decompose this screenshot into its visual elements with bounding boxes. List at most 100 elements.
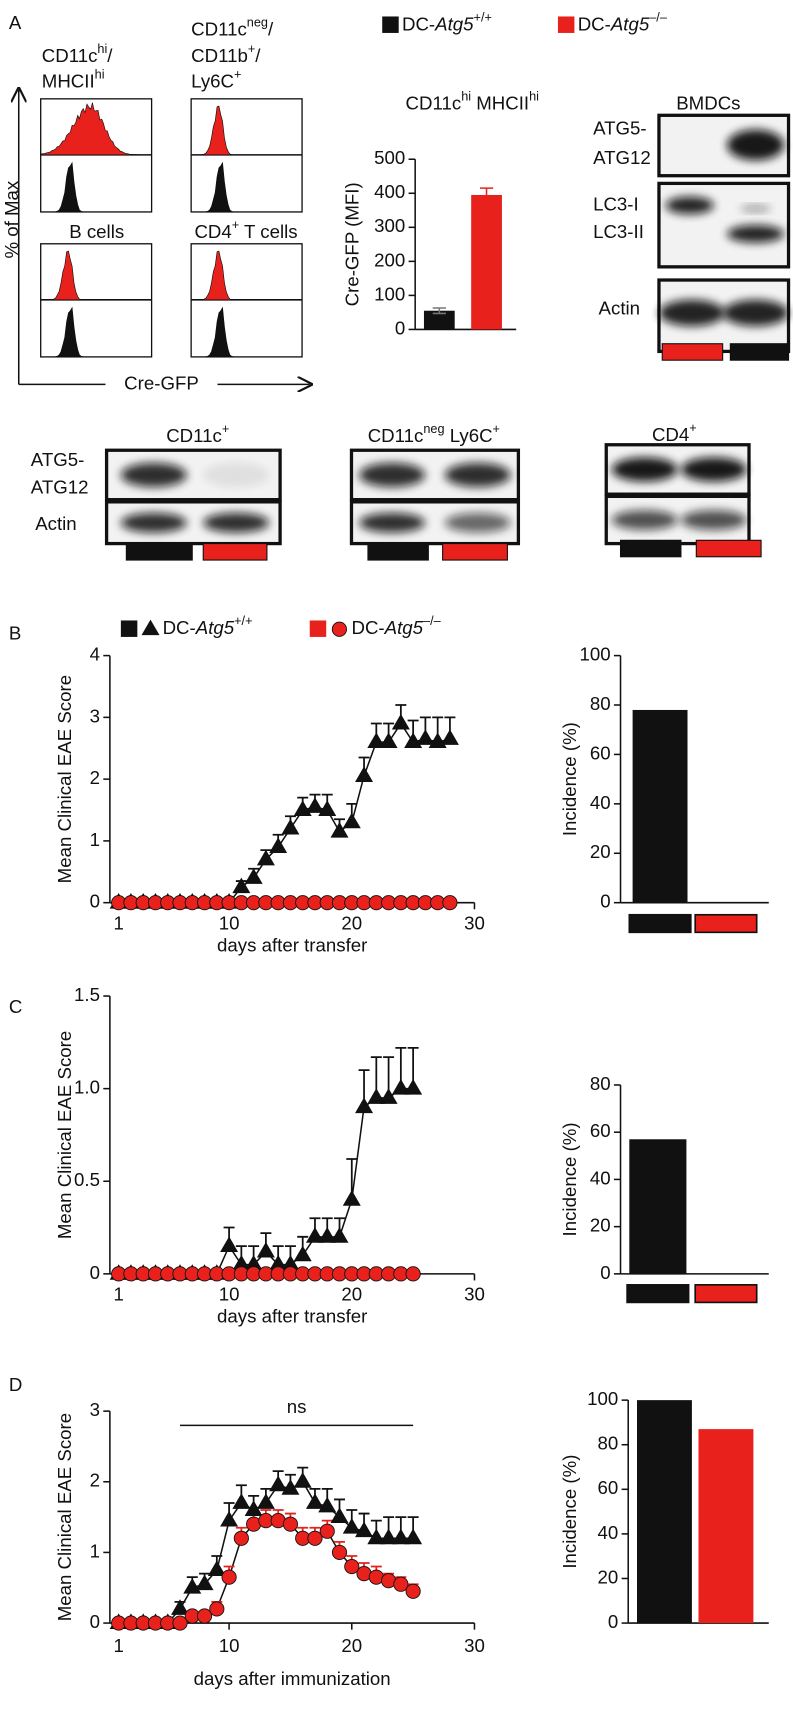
data-point [330, 821, 349, 838]
text-segment: + [248, 42, 255, 56]
blot-label: LC3-II [593, 221, 644, 242]
text-segment: CD11c [166, 425, 222, 446]
blot-band [611, 457, 678, 482]
data-point [344, 1558, 360, 1575]
y-tick-label: 0 [600, 891, 610, 912]
text-segment: + [234, 68, 241, 82]
data-point [440, 729, 459, 745]
histogram [40, 102, 152, 156]
blot-title: CD4+ [652, 421, 697, 445]
text-segment: Atg5 [434, 13, 474, 34]
panel-letter: C [9, 996, 22, 1017]
lane-marker [202, 543, 268, 561]
data-point [379, 1088, 398, 1104]
data-point [405, 1266, 421, 1282]
x-tick-label: 10 [219, 913, 240, 934]
text-segment: hi [461, 90, 471, 104]
text-segment: neg [423, 422, 444, 436]
blot-title: BMDCs [676, 92, 740, 113]
population-label: CD11cneg/ [191, 16, 274, 40]
blot-band [680, 457, 747, 482]
text-segment: neg [247, 16, 268, 30]
x-axis-label: days after transfer [217, 1306, 367, 1327]
y-tick-label: 0 [90, 891, 100, 912]
histogram [40, 250, 152, 301]
data-point [256, 1241, 275, 1258]
data-point [244, 868, 263, 884]
y-tick-label: 0 [600, 1262, 610, 1283]
x-axis-label: days after immunization [194, 1668, 391, 1689]
legend-label: DC-Atg5+/+ [163, 615, 253, 639]
y-axis-label: Cre-GFP (MFI) [342, 182, 363, 306]
data-point [305, 1227, 324, 1243]
text-segment: –/– [423, 615, 442, 629]
bar [632, 709, 688, 903]
y-tick-label: 80 [590, 1073, 611, 1094]
panel-letter: B [9, 623, 21, 644]
histogram [191, 161, 303, 213]
population-label: CD4+ T cells [194, 218, 297, 242]
text-segment: + [222, 422, 229, 436]
blot-label: Actin [35, 513, 76, 534]
y-tick-label: 2 [90, 1470, 100, 1491]
y-tick-label: 100 [374, 283, 405, 304]
blot-band [444, 512, 511, 533]
y-axis-label: Mean Clinical EAE Score [54, 1031, 75, 1239]
blot-band [120, 462, 187, 488]
blot-band [359, 512, 426, 533]
legend-label: DC-Atg5+/+ [402, 11, 492, 35]
text-segment: Atg5 [195, 617, 235, 638]
blot-band [658, 299, 725, 327]
legend-swatch [557, 16, 575, 33]
population-label: CD11b+/ [191, 42, 261, 66]
blot-band [727, 225, 785, 243]
data-point [318, 1496, 337, 1513]
error-bar [479, 187, 494, 203]
blot-band [120, 512, 187, 533]
population-label: B cells [69, 221, 124, 242]
data-point [342, 1190, 361, 1206]
lane-marker [729, 343, 790, 361]
population-label: MHCIIhi [42, 68, 105, 92]
text-segment: DC- [163, 617, 196, 638]
text-segment: + [232, 218, 239, 232]
x-tick-label: 1 [113, 1284, 123, 1305]
data-point [293, 1245, 312, 1262]
data-point [171, 1599, 190, 1615]
text-segment: T cells [239, 221, 297, 242]
text-segment: hi [97, 42, 107, 56]
y-tick-label: 40 [598, 1522, 619, 1543]
group-marker [694, 1284, 758, 1304]
histogram [191, 250, 303, 301]
data-point [305, 1493, 324, 1509]
annotation: ns [287, 1396, 307, 1417]
legend-marker [141, 619, 160, 636]
y-tick-label: 3 [90, 705, 100, 726]
text-segment: ATG5- [593, 118, 647, 139]
chart-title: CD11chi MHCIIhi [406, 90, 539, 114]
data-point [391, 713, 410, 730]
text-segment: DC- [402, 13, 435, 34]
blot-band [444, 462, 511, 488]
y-tick-label: 80 [590, 693, 611, 714]
data-point [256, 1493, 275, 1509]
group-marker [628, 913, 692, 934]
x-tick-label: 30 [464, 1284, 485, 1305]
text-segment: / [268, 19, 274, 40]
bar [471, 194, 502, 330]
histogram [40, 161, 152, 213]
blot [657, 181, 791, 269]
y-tick-label: 40 [590, 1167, 611, 1188]
data-point [416, 729, 435, 745]
legend-swatch [120, 620, 138, 637]
text-segment: + [689, 421, 696, 435]
blot-label: ATG5- [593, 118, 647, 139]
text-segment: / [255, 45, 261, 66]
blot-band [203, 462, 270, 488]
data-point [232, 877, 251, 894]
x-axis-label: days after transfer [217, 935, 367, 956]
y-tick-label: 0 [608, 1611, 618, 1632]
histogram [40, 306, 152, 358]
data-point [404, 1078, 423, 1095]
text-segment: MHCII [471, 92, 529, 113]
